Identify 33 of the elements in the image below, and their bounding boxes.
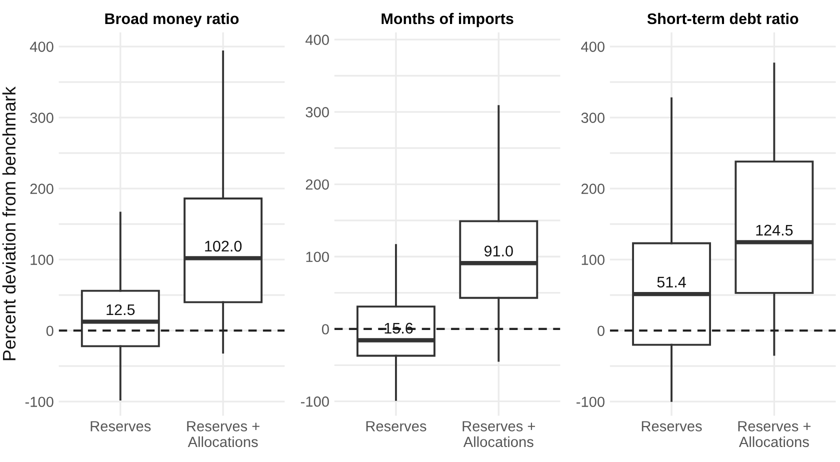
y-tick-label: 300 <box>581 112 604 123</box>
y-tick-label: 100 <box>306 252 329 262</box>
x-tick-label: Reserves <box>642 421 702 432</box>
y-tick-label: 0 <box>598 326 604 336</box>
chart-title: Short-term debt ratio <box>647 12 798 24</box>
y-tick-label: 400 <box>30 42 54 52</box>
y-tick-label: 200 <box>30 184 54 194</box>
text: 102.0 <box>205 240 242 252</box>
y-tick-label: 0 <box>46 326 54 336</box>
chart-title: Months of imports <box>382 12 514 28</box>
y-tick-label: 300 <box>30 112 54 123</box>
y-axis-title: Percent deviation from benchmark <box>2 86 16 360</box>
y-tick-label: -100 <box>25 396 54 408</box>
y-tick-label: 400 <box>306 34 329 46</box>
chart-title: Broad money ratio <box>105 12 239 28</box>
y-tick-label: 200 <box>581 184 604 194</box>
x-tick-label: Reserves <box>366 421 426 432</box>
y-tick-label: 400 <box>581 42 604 52</box>
text: 124.5 <box>756 224 793 236</box>
text: 91.0 <box>484 246 513 256</box>
y-tick-label: 100 <box>30 254 54 266</box>
text: 51.4 <box>657 276 686 288</box>
x-tick-label: Reserves <box>90 421 151 432</box>
x-tick-label: Reserves + Allocations <box>187 421 260 448</box>
y-tick-label: 300 <box>306 107 329 118</box>
y-tick-label: 0 <box>322 324 329 334</box>
y-tick-label: 200 <box>306 179 329 190</box>
x-tick-label: Reserves + Allocations <box>738 421 811 448</box>
y-tick-label: -100 <box>300 396 329 407</box>
x-tick-label: Reserves + Allocations <box>462 421 535 448</box>
text: 12.5 <box>106 304 135 316</box>
y-tick-label: -100 <box>576 396 604 408</box>
y-tick-label: 100 <box>582 254 604 266</box>
